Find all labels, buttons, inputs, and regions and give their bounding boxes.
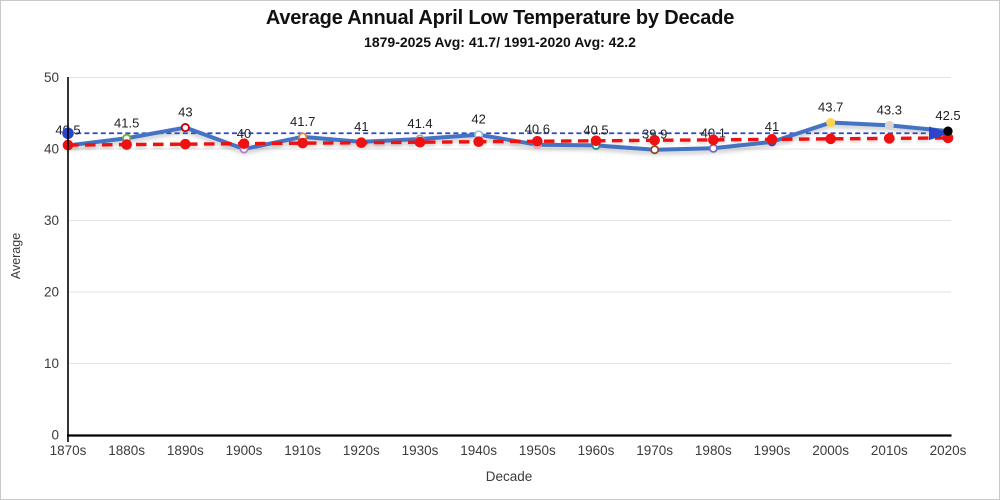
y-tick-label: 40 xyxy=(44,142,59,157)
data-label: 39.9 xyxy=(642,127,667,142)
x-tick-label: 1870s xyxy=(50,443,87,458)
x-axis-title: Decade xyxy=(486,469,533,484)
x-tick-label: 2020s xyxy=(930,443,967,458)
x-tick-label: 1990s xyxy=(754,443,791,458)
x-tick-label: 1960s xyxy=(578,443,615,458)
y-axis-title: Average xyxy=(9,233,23,279)
trend-dot xyxy=(473,136,484,148)
data-point-marker xyxy=(180,123,190,133)
trend-dot xyxy=(121,139,132,150)
x-tick-label: 2010s xyxy=(871,443,908,458)
data-label: 41.4 xyxy=(407,116,432,131)
data-point-marker xyxy=(884,120,894,130)
trend-dot xyxy=(942,132,954,144)
y-tick-label: 30 xyxy=(44,213,59,228)
trend-dot xyxy=(414,136,426,148)
y-tick-label: 20 xyxy=(44,285,59,300)
data-label: 43.3 xyxy=(877,102,902,117)
trend-line xyxy=(67,136,949,147)
chart-subtitle: 1879-2025 Avg: 41.7/ 1991-2020 Avg: 42.2 xyxy=(364,34,636,50)
trend-dot xyxy=(766,134,778,145)
x-tick-label: 1920s xyxy=(343,443,380,458)
x-tick-label: 1940s xyxy=(460,443,497,458)
data-label: 41 xyxy=(354,119,368,134)
x-tick-label: 1890s xyxy=(167,443,204,458)
trend-dot xyxy=(649,134,660,146)
data-label: 41 xyxy=(765,119,779,134)
x-tick-label: 1930s xyxy=(402,443,439,458)
trend-dot xyxy=(825,133,836,145)
x-tick-label: 1980s xyxy=(695,443,732,458)
data-label: 42 xyxy=(471,112,485,127)
trend-dot xyxy=(297,137,308,149)
x-tick-label: 1950s xyxy=(519,443,556,458)
data-label: 42.5 xyxy=(935,108,960,123)
data-label: 40.6 xyxy=(525,122,550,137)
data-label: 41.7 xyxy=(290,114,315,129)
trend-dot xyxy=(708,134,719,146)
average-line-arrow xyxy=(929,126,950,141)
data-label: 40.1 xyxy=(701,125,726,140)
y-tick-label: 10 xyxy=(44,356,59,371)
data-label: 40 xyxy=(237,126,251,141)
trend-dot xyxy=(356,137,367,149)
y-tick-label: 0 xyxy=(51,428,59,443)
data-point-marker xyxy=(708,143,718,153)
x-tick-label: 2000s xyxy=(812,443,849,458)
trend-dot xyxy=(590,135,602,147)
data-label: 40.5 xyxy=(583,122,608,137)
data-point-marker xyxy=(650,145,660,155)
data-label: 43.7 xyxy=(818,100,843,115)
data-label: 41.5 xyxy=(114,115,139,130)
trend-dot xyxy=(180,138,191,150)
data-label: 43 xyxy=(178,105,192,120)
series-end-marker xyxy=(943,126,953,136)
y-tick-label: 50 xyxy=(44,70,59,85)
x-tick-label: 1970s xyxy=(636,443,673,458)
data-point-marker xyxy=(826,118,836,128)
trend-dot xyxy=(238,138,250,149)
x-tick-label: 1880s xyxy=(108,443,145,458)
trend-dot xyxy=(884,133,895,144)
x-tick-label: 1900s xyxy=(226,443,263,458)
x-tick-label: 1910s xyxy=(284,443,321,458)
main-series-line xyxy=(66,120,950,152)
chart-title: Average Annual April Low Temperature by … xyxy=(265,7,735,29)
trend-dot xyxy=(532,135,543,147)
